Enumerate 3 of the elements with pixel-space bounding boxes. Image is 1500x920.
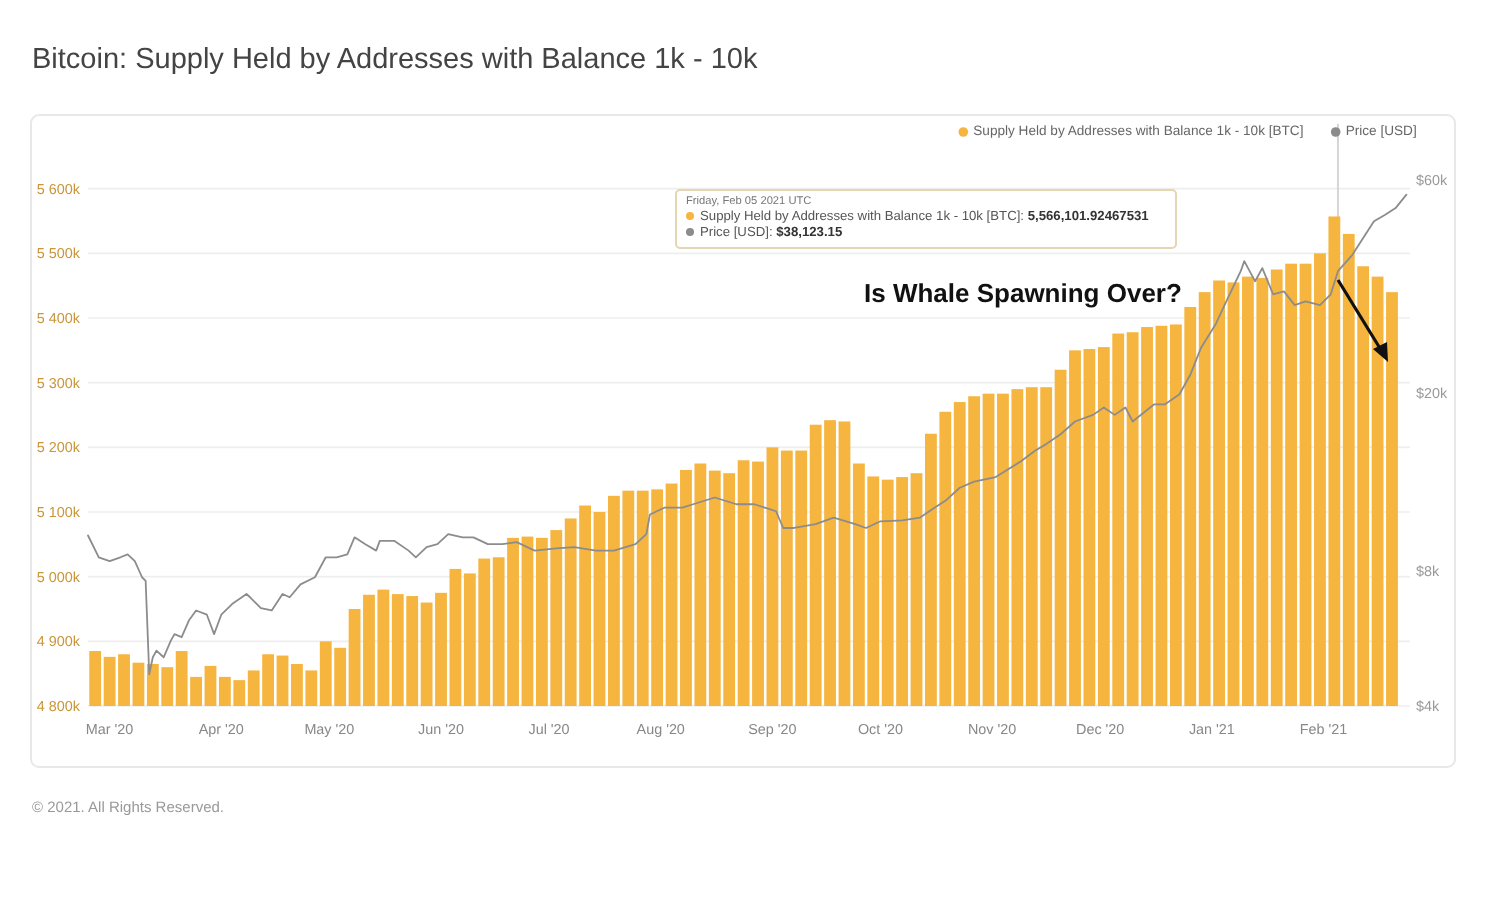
chart-title: Bitcoin: Supply Held by Addresses with Balance 1k - 10k (32, 44, 759, 76)
annotation: Is Whale Spawning Over? (864, 278, 1182, 308)
line-series (87, 193, 1408, 676)
